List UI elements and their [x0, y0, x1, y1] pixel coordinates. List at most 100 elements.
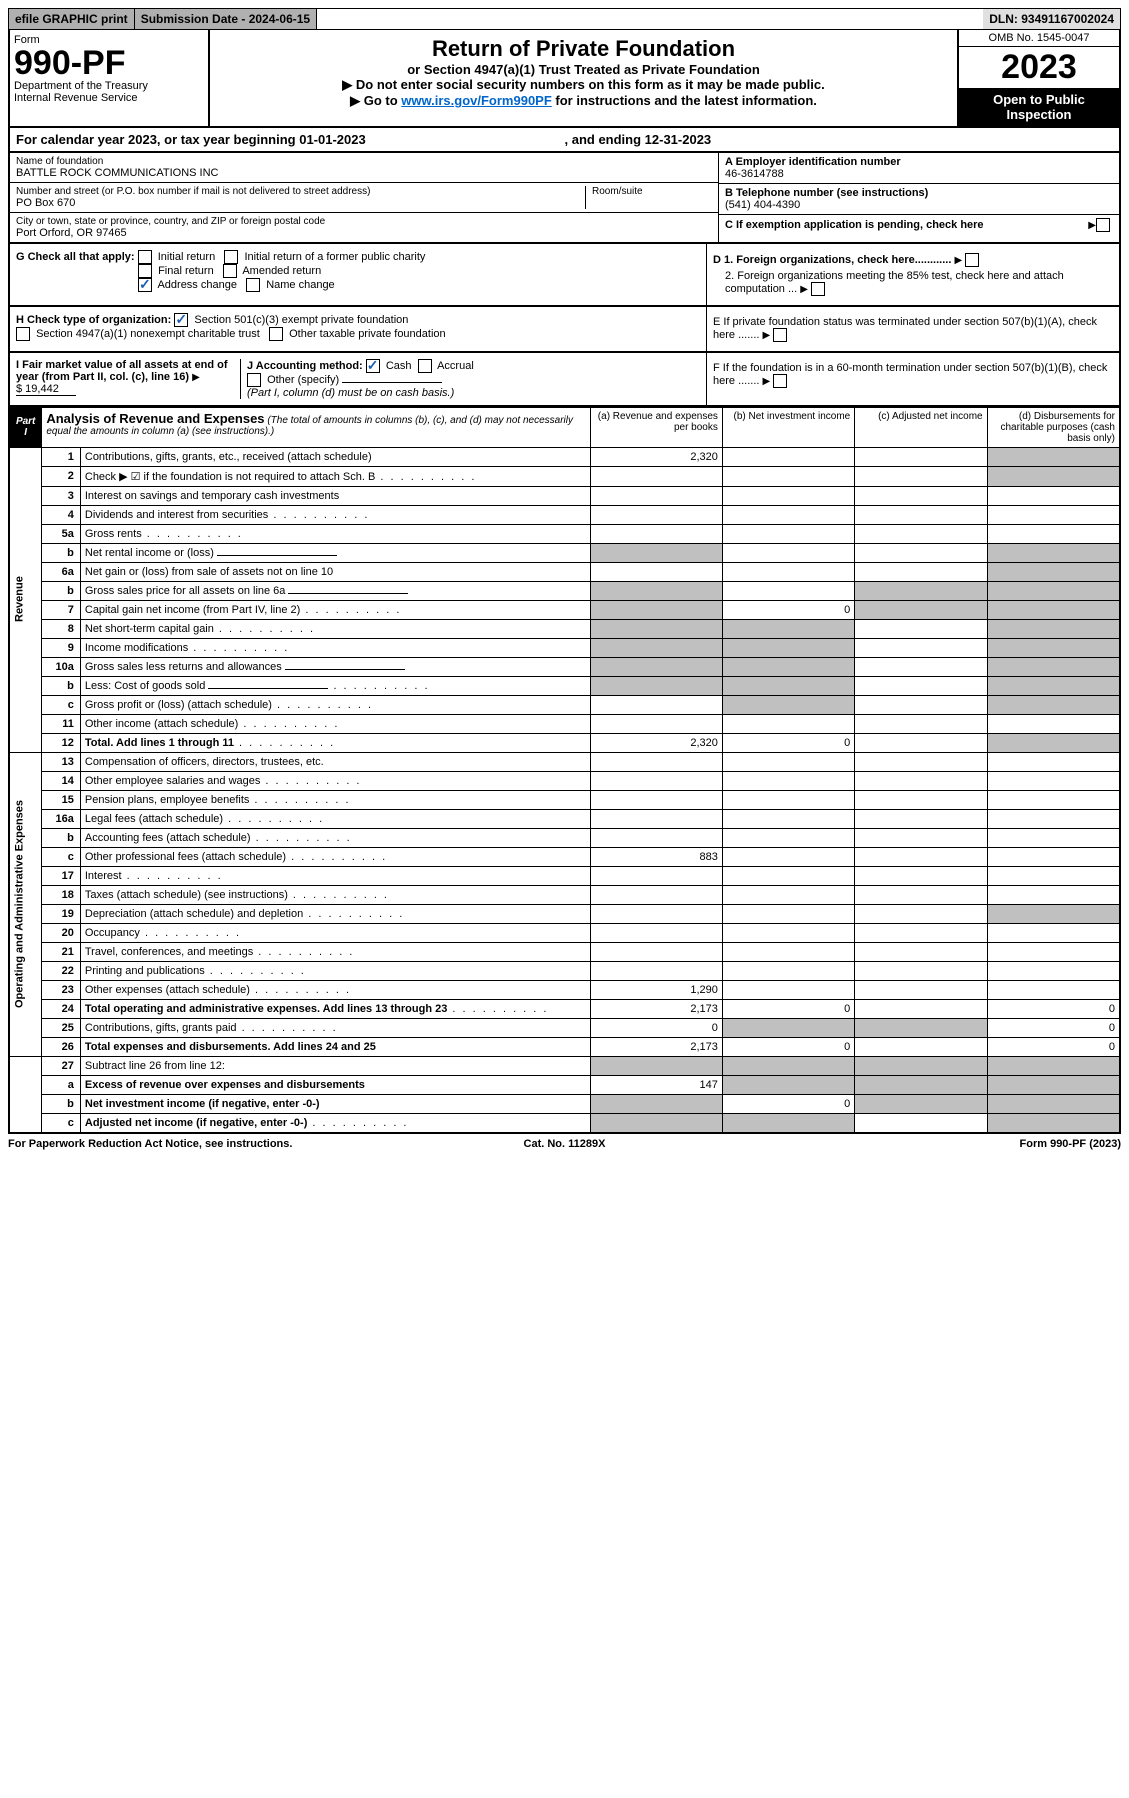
- spacer: [317, 9, 983, 29]
- cell-value: [987, 562, 1120, 581]
- d1: D 1. Foreign organizations, check here..…: [713, 254, 951, 266]
- g5: Name change: [266, 279, 335, 291]
- line-number: 20: [42, 923, 81, 942]
- cell-value: [855, 961, 987, 980]
- cb-cash[interactable]: [366, 359, 380, 373]
- cb-initial[interactable]: [138, 250, 152, 264]
- cell-value: 147: [590, 1075, 722, 1094]
- line-number: 19: [42, 904, 81, 923]
- cell-value: [722, 447, 854, 466]
- line-desc: Occupancy: [80, 923, 590, 942]
- col-d: (d) Disbursements for charitable purpose…: [987, 407, 1120, 447]
- cell-value: [987, 771, 1120, 790]
- table-row: 25Contributions, gifts, grants paid00: [9, 1018, 1120, 1037]
- table-row: 20Occupancy: [9, 923, 1120, 942]
- cell-value: [722, 695, 854, 714]
- line-desc: Gross profit or (loss) (attach schedule): [80, 695, 590, 714]
- cb-d1[interactable]: [965, 253, 979, 267]
- line-desc: Travel, conferences, and meetings: [80, 942, 590, 961]
- cell-value: [590, 714, 722, 733]
- cell-value: [590, 562, 722, 581]
- cell-value: [855, 847, 987, 866]
- cell-value: [722, 1056, 854, 1075]
- cell-value: [987, 600, 1120, 619]
- table-row: 22Printing and publications: [9, 961, 1120, 980]
- table-row: cOther professional fees (attach schedul…: [9, 847, 1120, 866]
- cell-value: [855, 752, 987, 771]
- cell-value: [590, 505, 722, 524]
- form-link[interactable]: www.irs.gov/Form990PF: [401, 93, 552, 108]
- cell-value: [590, 904, 722, 923]
- cell-value: [855, 999, 987, 1018]
- cell-value: [722, 828, 854, 847]
- cell-value: [987, 809, 1120, 828]
- col-b: (b) Net investment income: [722, 407, 854, 447]
- c-checkbox[interactable]: [1096, 218, 1110, 232]
- table-row: 9Income modifications: [9, 638, 1120, 657]
- cell-value: [722, 1018, 854, 1037]
- footer-mid: Cat. No. 11289X: [379, 1138, 750, 1150]
- line-desc: Excess of revenue over expenses and disb…: [80, 1075, 590, 1094]
- line-desc: Compensation of officers, directors, tru…: [80, 752, 590, 771]
- cb-address-change[interactable]: [138, 278, 152, 292]
- cell-value: [590, 961, 722, 980]
- cb-d2[interactable]: [811, 282, 825, 296]
- cb-f[interactable]: [773, 374, 787, 388]
- tax-year: 2023: [959, 47, 1119, 88]
- efile-btn[interactable]: efile GRAPHIC print: [9, 9, 135, 29]
- cb-4947[interactable]: [16, 327, 30, 341]
- analysis-table: Part I Analysis of Revenue and Expenses …: [8, 407, 1121, 1134]
- line-number: 10a: [42, 657, 81, 676]
- foundation-name: BATTLE ROCK COMMUNICATIONS INC: [16, 167, 712, 179]
- top-bar: efile GRAPHIC print Submission Date - 20…: [8, 8, 1121, 30]
- cell-value: [590, 1056, 722, 1075]
- line-number: 7: [42, 600, 81, 619]
- cell-value: [855, 638, 987, 657]
- cell-value: [855, 466, 987, 486]
- cell-value: [987, 657, 1120, 676]
- line-number: 6a: [42, 562, 81, 581]
- cell-value: [722, 904, 854, 923]
- cell-value: [722, 466, 854, 486]
- cb-other-tax[interactable]: [269, 327, 283, 341]
- g3: Amended return: [242, 265, 321, 277]
- note1: Do not enter social security numbers on …: [216, 77, 951, 93]
- f-arrow: [763, 375, 771, 387]
- ein: 46-3614788: [725, 168, 1113, 180]
- cell-value: [855, 828, 987, 847]
- cb-e[interactable]: [773, 328, 787, 342]
- table-row: 23Other expenses (attach schedule)1,290: [9, 980, 1120, 999]
- table-row: 5aGross rents: [9, 524, 1120, 543]
- cell-value: [855, 904, 987, 923]
- cell-value: [590, 923, 722, 942]
- cell-value: [722, 524, 854, 543]
- cb-other-spec[interactable]: [247, 373, 261, 387]
- table-row: 21Travel, conferences, and meetings: [9, 942, 1120, 961]
- cell-value: [722, 676, 854, 695]
- table-row: Revenue1Contributions, gifts, grants, et…: [9, 447, 1120, 466]
- line-number: 12: [42, 733, 81, 752]
- omb: OMB No. 1545-0047: [959, 30, 1119, 47]
- cb-501c3[interactable]: [174, 313, 188, 327]
- cell-value: [987, 1075, 1120, 1094]
- cb-accrual[interactable]: [418, 359, 432, 373]
- checks-row-2: H Check type of organization: Section 50…: [8, 307, 1121, 353]
- cell-value: [987, 828, 1120, 847]
- cell-value: [590, 543, 722, 562]
- cb-name-change[interactable]: [246, 278, 260, 292]
- cell-value: [855, 676, 987, 695]
- cell-value: [987, 714, 1120, 733]
- cell-value: [987, 638, 1120, 657]
- cb-initial-former[interactable]: [224, 250, 238, 264]
- cb-amended[interactable]: [223, 264, 237, 278]
- line-desc: Less: Cost of goods sold: [80, 676, 590, 695]
- cell-value: [590, 466, 722, 486]
- line-number: c: [42, 695, 81, 714]
- line-desc: Contributions, gifts, grants paid: [80, 1018, 590, 1037]
- line-number: b: [42, 676, 81, 695]
- telephone: (541) 404-4390: [725, 199, 1113, 211]
- f-label: F If the foundation is in a 60-month ter…: [713, 362, 1107, 387]
- cell-value: [855, 923, 987, 942]
- line-desc: Subtract line 26 from line 12:: [80, 1056, 590, 1075]
- cell-value: [855, 771, 987, 790]
